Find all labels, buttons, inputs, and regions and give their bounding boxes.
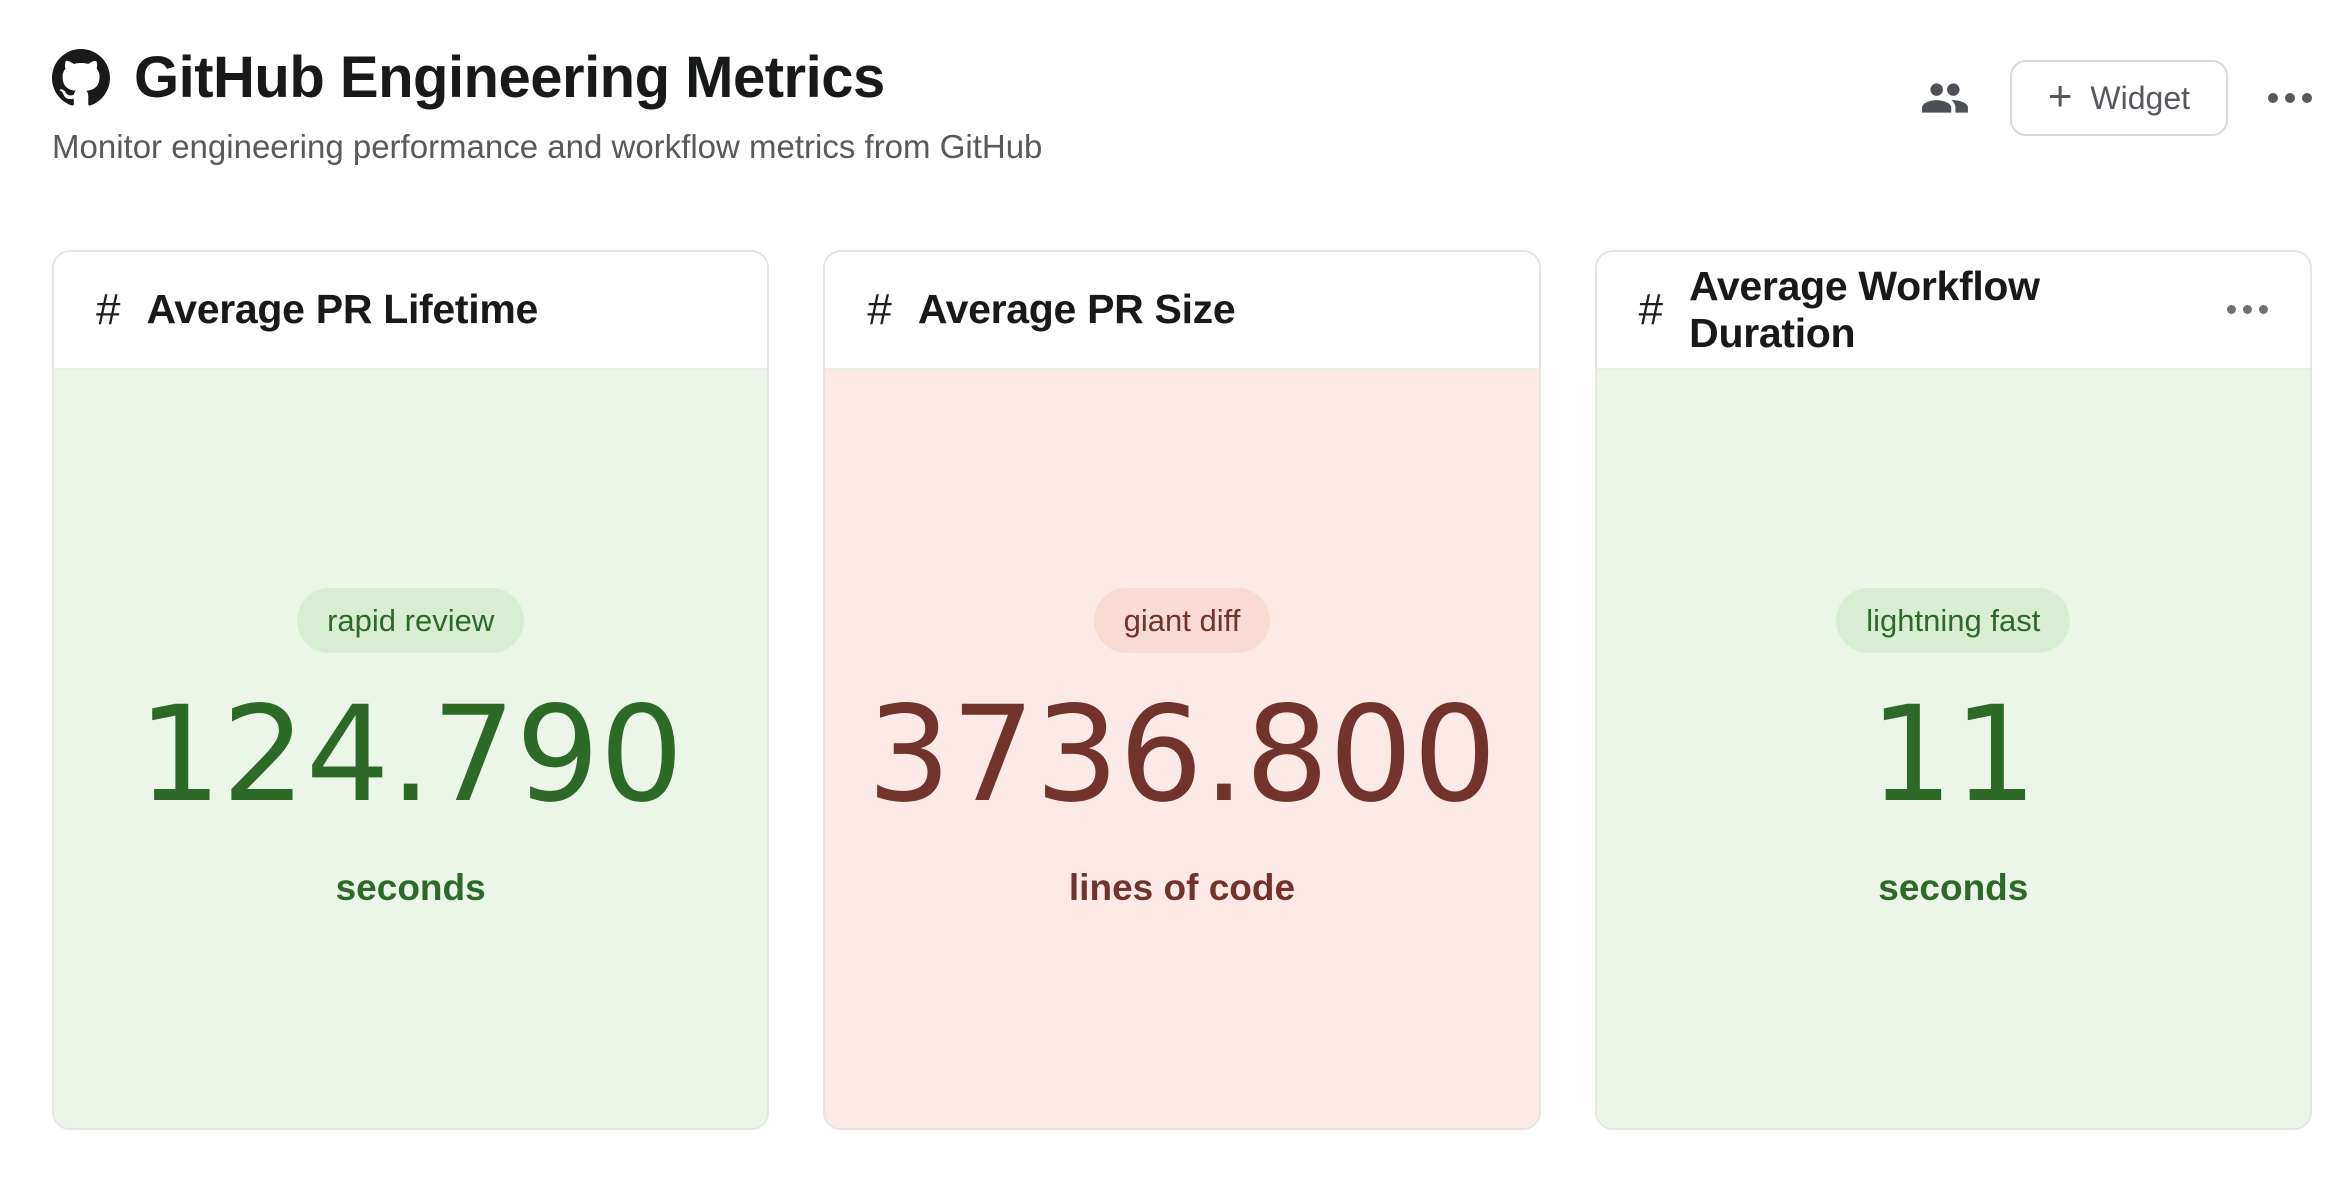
widget-card-average-pr-lifetime: # Average PR Lifetime rapid review 124.7…	[52, 249, 770, 1130]
page-header: GitHub Engineering Metrics Monitor engin…	[52, 46, 2312, 166]
add-widget-label: Widget	[2090, 79, 2190, 116]
page-subtitle: Monitor engineering performance and work…	[52, 127, 1043, 165]
status-badge: rapid review	[297, 588, 525, 654]
github-logo-icon	[52, 48, 110, 107]
header-actions: + Widget	[1920, 60, 2312, 136]
metric-unit: seconds	[1878, 867, 2029, 909]
widget-card-title: Average PR Lifetime	[146, 286, 539, 333]
metric-value: 11	[1869, 678, 2038, 833]
widget-card-header: # Average PR Lifetime	[54, 251, 768, 370]
header-left: GitHub Engineering Metrics Monitor engin…	[52, 46, 1042, 166]
widget-card-average-workflow-duration: # Average Workflow Duration lightning fa…	[1594, 249, 2312, 1130]
add-widget-button[interactable]: + Widget	[2009, 60, 2228, 136]
widget-card-title: Average PR Size	[917, 286, 1236, 333]
metric-unit: lines of code	[1068, 867, 1296, 909]
title-row: GitHub Engineering Metrics	[52, 46, 1042, 110]
status-badge: giant diff	[1093, 588, 1271, 654]
widget-card-body: giant diff 3736.800 lines of code	[825, 369, 1539, 1128]
hash-icon: #	[96, 284, 121, 334]
page-title: GitHub Engineering Metrics	[134, 45, 885, 110]
widget-card-header: # Average Workflow Duration	[1596, 251, 2310, 370]
plus-icon: +	[2047, 72, 2073, 119]
header-menu-ellipsis-icon[interactable]	[2268, 93, 2312, 103]
hash-icon: #	[1638, 284, 1664, 334]
metric-value: 3736.800	[867, 678, 1497, 833]
widget-card-average-pr-size: # Average PR Size giant diff 3736.800 li…	[823, 249, 1541, 1130]
widget-grid: # Average PR Lifetime rapid review 124.7…	[52, 249, 2312, 1130]
card-menu-ellipsis-icon[interactable]	[2226, 305, 2268, 315]
status-badge: lightning fast	[1836, 588, 2071, 654]
hash-icon: #	[867, 284, 892, 334]
widget-card-body: lightning fast 11 seconds	[1596, 369, 2310, 1128]
widget-card-title: Average Workflow Duration	[1689, 262, 2040, 356]
metric-unit: seconds	[335, 867, 486, 909]
widget-card-body: rapid review 124.790 seconds	[54, 369, 768, 1128]
metric-value: 124.790	[137, 678, 684, 833]
people-icon[interactable]	[1920, 73, 1970, 123]
widget-card-header: # Average PR Size	[825, 251, 1539, 370]
